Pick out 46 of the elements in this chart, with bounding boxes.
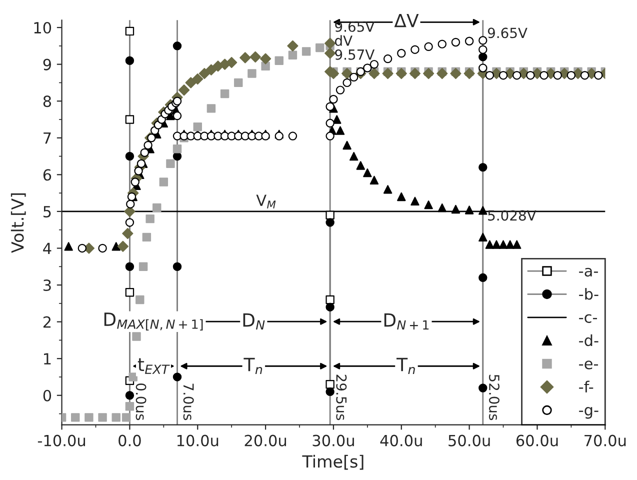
y-tick-label: 5	[44, 206, 51, 218]
x-tick-label: -10.0u	[38, 434, 86, 446]
legend-label: -d-	[579, 334, 598, 346]
y-tick-label: 10	[34, 22, 52, 34]
annotation: 9.65V	[488, 28, 528, 38]
x-tick-label: 50.0u	[448, 434, 490, 446]
annotation: ΔV	[394, 14, 419, 28]
x-tick-label: 40.0u	[380, 434, 422, 446]
x-tick-label: 0.0	[118, 434, 141, 446]
y-tick-label: 0	[43, 390, 52, 402]
ref-line-label: 52.0us	[488, 374, 500, 420]
legend-label: -b-	[579, 288, 598, 300]
y-tick-label: 6	[43, 169, 52, 181]
x-tick-label: 10.0u	[177, 434, 218, 446]
legend-label: -a-	[579, 268, 598, 277]
y-tick-label: 8	[43, 96, 52, 108]
annotation: 9.57V	[335, 49, 375, 60]
annotation: D$_{MAX[N,N+1]}$	[104, 312, 203, 330]
ref-line-label: 7.0us	[183, 384, 194, 420]
y-tick-label: 1	[44, 353, 51, 364]
x-tick-label: 30.0u	[312, 434, 354, 446]
annotation: t$_{EXT}$	[138, 358, 170, 374]
x-tick-label: 60.0u	[516, 434, 558, 446]
annotation: D$_{N}$	[243, 313, 265, 330]
annotation: D$_{N+1}$	[384, 313, 429, 330]
annotation: 5.028V	[488, 210, 536, 221]
y-tick-label: 4	[43, 242, 52, 254]
annotation: 9.65V	[335, 21, 375, 32]
x-axis-title: Time[s]	[302, 454, 364, 470]
y-tick-label: 9	[43, 58, 51, 70]
annotation: T$_{n}$	[396, 358, 415, 374]
y-tick-label: 2	[43, 316, 51, 328]
legend-label: -g-	[579, 406, 598, 419]
x-tick-label: 70.0u	[584, 434, 626, 446]
y-tick-label: 3	[44, 279, 51, 292]
annotation: T$_{n}$	[244, 358, 262, 374]
y-axis-title: Volt.[V]	[10, 193, 26, 253]
ref-line-label: 29.5us	[336, 374, 347, 420]
legend-label: -e-	[579, 360, 598, 370]
annotation: V$_{M}$	[256, 194, 276, 208]
y-tick-label: 7	[44, 132, 51, 144]
annotation: dV	[335, 35, 352, 46]
legend-label: -f-	[579, 380, 594, 392]
x-tick-label: 20.0u	[244, 434, 286, 446]
legend-label: -c-	[579, 314, 597, 323]
ref-line-label: 0.0us	[136, 384, 146, 420]
